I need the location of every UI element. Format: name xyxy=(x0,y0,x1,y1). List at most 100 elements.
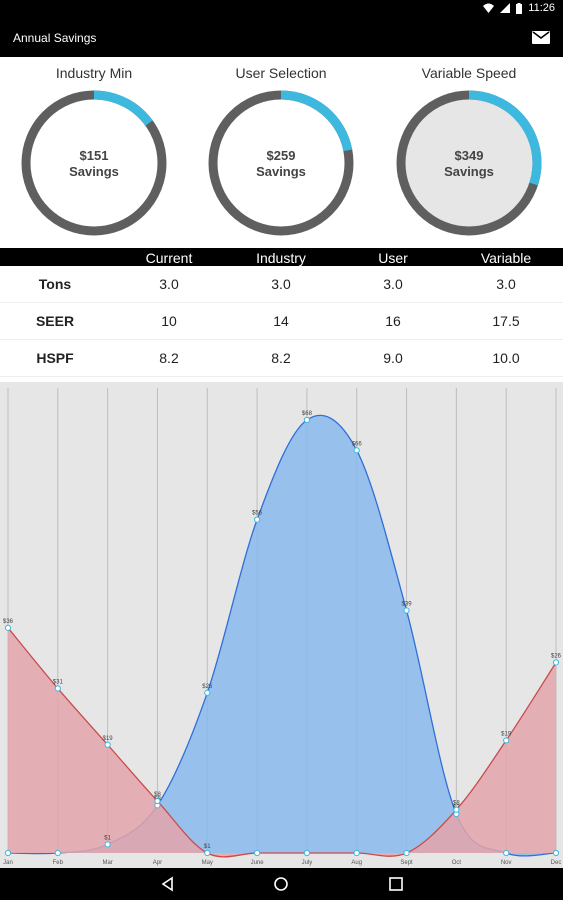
data-point xyxy=(54,685,61,692)
status-bar: 11:26 xyxy=(0,0,563,18)
data-label: $68 xyxy=(302,411,313,417)
nav-bar xyxy=(0,868,563,900)
gauge-label: Savings xyxy=(69,164,119,179)
series-area-heating xyxy=(8,627,556,857)
gauge-inner xyxy=(28,97,160,229)
gauge-label: Savings xyxy=(444,164,494,179)
gauge-value-block: $349 Savings xyxy=(375,148,563,180)
table-cell: 8.2 xyxy=(159,350,179,366)
data-point xyxy=(453,806,460,813)
data-label: $8 xyxy=(154,792,161,798)
x-tick-label: Mar xyxy=(102,860,112,866)
x-tick-label: Sept xyxy=(400,860,413,866)
x-tick-label: Nov xyxy=(501,860,512,866)
data-label: $56 xyxy=(252,511,263,517)
table-cell: 10 xyxy=(161,313,177,329)
data-label: $1 xyxy=(104,835,111,841)
data-label: $19 xyxy=(501,731,512,737)
gauge-value-block: $151 Savings xyxy=(0,148,188,180)
data-point xyxy=(204,849,211,857)
app-title: Annual Savings xyxy=(13,31,97,45)
data-point xyxy=(503,849,510,857)
data-point xyxy=(4,849,12,857)
data-point xyxy=(104,741,111,748)
data-point xyxy=(353,849,360,857)
data-label: $26 xyxy=(202,684,213,690)
gauge-ring xyxy=(396,90,542,236)
data-label: $8 xyxy=(453,801,460,807)
data-label: $1 xyxy=(204,844,211,850)
gauge-ring xyxy=(208,90,354,236)
series-line-heating xyxy=(7,627,557,858)
data-label: $26 xyxy=(551,653,562,659)
mail-icon[interactable] xyxy=(532,31,550,44)
data-point xyxy=(253,849,261,857)
row-label: HSPF xyxy=(36,350,74,366)
x-tick-label: May xyxy=(202,860,213,866)
data-point xyxy=(503,737,510,744)
row-label: Tons xyxy=(38,276,72,292)
data-label: $19 xyxy=(103,736,114,742)
gauge-value-block: $259 Savings xyxy=(187,148,375,180)
data-point xyxy=(552,849,560,857)
data-point xyxy=(303,849,311,857)
gauge-progress-arc xyxy=(396,90,542,236)
battery-icon xyxy=(516,2,523,14)
table-cell: 8.2 xyxy=(271,350,291,366)
gauge-inner xyxy=(215,97,347,229)
gauge-industry-min: Industry Min $151 Savings xyxy=(0,57,188,247)
x-tick-label: Apr xyxy=(153,860,162,866)
gauge-progress-arc xyxy=(21,90,167,236)
table-cell: 16 xyxy=(385,313,401,329)
chart-svg: $1$8$26$56$68$66$39$7$36$31$19$8$1$8$19$… xyxy=(3,388,562,866)
comparison-table: Current Industry User Variable Tons 3.0 … xyxy=(0,248,563,377)
x-tick-label: Feb xyxy=(53,860,64,866)
savings-gauges: Industry Min $151 Savings User Selection… xyxy=(0,57,563,247)
data-point xyxy=(403,607,410,614)
table-cell: 14 xyxy=(273,313,289,329)
data-label: $36 xyxy=(3,619,14,625)
table-header: Current Industry User Variable xyxy=(0,248,563,266)
x-tick-label: June xyxy=(251,860,265,866)
wifi-icon xyxy=(483,3,495,13)
table-cell: 3.0 xyxy=(271,276,291,292)
column-header-user: User xyxy=(378,250,408,266)
data-point xyxy=(403,849,410,857)
gauge-variable-speed: Variable Speed $349 Savings xyxy=(375,57,563,247)
x-tick-label: July xyxy=(302,860,313,866)
table-cell: 3.0 xyxy=(383,276,403,292)
gauge-label: Savings xyxy=(256,164,306,179)
gauge-progress-arc xyxy=(208,90,354,236)
home-icon[interactable] xyxy=(273,876,289,892)
data-point xyxy=(4,624,12,631)
table-row-tons: Tons 3.0 3.0 3.0 3.0 xyxy=(0,266,563,303)
x-tick-label: Aug xyxy=(351,860,362,866)
x-tick-label: Dec xyxy=(551,860,562,866)
back-icon[interactable] xyxy=(160,876,176,892)
data-label: $31 xyxy=(53,679,64,685)
signal-icon xyxy=(500,3,511,13)
series-area-cooling xyxy=(8,415,556,856)
table-row-seer: SEER 10 14 16 17.5 xyxy=(0,303,563,340)
gauge-value: $349 xyxy=(454,148,484,163)
data-label: $66 xyxy=(352,441,363,447)
column-header-variable: Variable xyxy=(480,250,532,266)
data-point xyxy=(204,689,211,696)
gauge-title: Industry Min xyxy=(55,65,133,81)
monthly-savings-chart: $1$8$26$56$68$66$39$7$36$31$19$8$1$8$19$… xyxy=(0,382,563,868)
column-header-industry: Industry xyxy=(256,250,306,266)
app-bar: Annual Savings xyxy=(0,18,563,57)
recents-icon[interactable] xyxy=(388,876,404,892)
table-row-hspf: HSPF 8.2 8.2 9.0 10.0 xyxy=(0,340,563,377)
data-label: $39 xyxy=(402,602,413,608)
gauge-value: $151 xyxy=(79,148,109,163)
table-cell: 3.0 xyxy=(159,276,179,292)
gauge-value: $259 xyxy=(266,148,296,163)
status-icons: 11:26 xyxy=(483,2,555,14)
gauge-title: User Selection xyxy=(235,65,327,81)
row-label: SEER xyxy=(35,313,75,329)
column-header-current: Current xyxy=(145,250,193,266)
gauge-inner xyxy=(403,97,535,229)
x-tick-label: Oct xyxy=(452,860,462,866)
gauge-ring xyxy=(21,90,167,236)
